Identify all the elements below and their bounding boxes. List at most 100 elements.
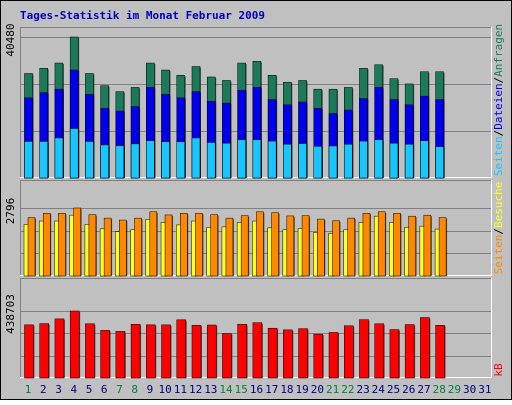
- bar-seiten: [100, 144, 109, 179]
- bar-seiten: [146, 140, 155, 179]
- day-tick-label: 6: [101, 383, 108, 396]
- bar-seiten: [222, 142, 231, 179]
- bar-seiten: [283, 143, 292, 179]
- day-tick-label: 31: [478, 383, 491, 396]
- chart-title: Tages-Statistik im Monat Februar 2009: [20, 9, 265, 22]
- day-tick-label: 5: [86, 383, 93, 396]
- day-tick-label: 19: [296, 383, 309, 396]
- day-tick-label: 22: [341, 383, 354, 396]
- max-value-label: 438703: [4, 294, 17, 334]
- bar-besuche: [347, 217, 355, 277]
- bar-seiten: [328, 145, 338, 179]
- day-tick-label: 24: [372, 383, 386, 396]
- bar-kb: [146, 324, 156, 379]
- bar-kb: [389, 329, 400, 379]
- day-tick-label: 30: [463, 383, 476, 396]
- legend-besuche: Besuche: [492, 182, 505, 228]
- bar-kb: [328, 332, 339, 379]
- day-tick-label: 8: [131, 383, 138, 396]
- bar-kb: [191, 325, 202, 379]
- bar-besuche: [119, 219, 127, 277]
- bar-kb: [69, 310, 80, 379]
- day-tick-label: 26: [402, 383, 415, 396]
- bar-besuche: [134, 217, 142, 277]
- bar-besuche: [58, 213, 66, 277]
- bar-seiten: [115, 145, 125, 179]
- bar-besuche: [73, 207, 81, 277]
- bar-kb: [237, 323, 247, 379]
- bar-kb: [130, 323, 141, 379]
- bar-kb: [54, 318, 65, 379]
- bar-besuche: [317, 218, 325, 277]
- bar-seiten: [130, 143, 140, 179]
- day-tick-label: 25: [387, 383, 400, 396]
- bar-kb: [176, 319, 187, 379]
- bar-besuche: [286, 215, 295, 277]
- day-tick-label: 27: [417, 383, 430, 396]
- bar-besuche: [271, 212, 279, 277]
- day-tick-label: 18: [280, 383, 293, 396]
- day-tick-label: 4: [70, 383, 77, 396]
- bar-kb: [359, 319, 369, 379]
- bar-kb: [252, 322, 263, 379]
- bar-besuche: [393, 213, 401, 277]
- day-tick-label: 16: [250, 383, 263, 396]
- bar-seiten: [298, 143, 307, 179]
- bar-besuche: [408, 215, 416, 277]
- bar-kb: [313, 333, 324, 379]
- legend-kb: kB: [492, 363, 505, 377]
- bar-kb: [39, 323, 49, 379]
- bar-seiten: [69, 128, 79, 179]
- bar-seiten: [389, 142, 399, 179]
- bar-seiten: [24, 141, 33, 179]
- day-tick-label: 11: [174, 383, 187, 396]
- bar-besuche: [149, 211, 158, 277]
- bar-kb: [115, 331, 126, 379]
- bar-seiten: [252, 139, 262, 179]
- bar-besuche: [256, 211, 264, 277]
- day-tick-label: 3: [55, 383, 62, 396]
- day-tick-label: 9: [147, 383, 154, 396]
- bar-besuche: [27, 217, 36, 277]
- day-tick-label: 23: [356, 383, 369, 396]
- bar-besuche: [88, 214, 97, 277]
- day-tick-label: 17: [265, 383, 278, 396]
- day-tick-label: 29: [448, 383, 461, 396]
- bar-besuche: [240, 215, 249, 277]
- bar-kb: [100, 330, 110, 379]
- bar-besuche: [438, 217, 447, 277]
- bar-kb: [435, 325, 445, 379]
- bar-seiten: [85, 141, 94, 179]
- bar-kb: [298, 328, 308, 379]
- day-tick-label: 10: [159, 383, 172, 396]
- bar-besuche: [164, 214, 173, 277]
- bar-besuche: [195, 213, 203, 277]
- day-tick-label: 21: [326, 383, 339, 396]
- bar-seiten: [420, 140, 429, 179]
- legend-separator: /: [492, 77, 505, 84]
- bar-kb: [343, 325, 354, 379]
- bar-seiten: [54, 137, 64, 179]
- day-tick-label: 7: [116, 383, 123, 396]
- bar-kb: [404, 324, 415, 379]
- bar-besuche: [362, 213, 371, 277]
- bar-kb: [85, 323, 95, 379]
- day-tick-label: 28: [433, 383, 446, 396]
- bar-besuche: [423, 214, 432, 277]
- bar-kb: [283, 329, 293, 379]
- legend-visits: Seiten/Besuche: [492, 182, 505, 275]
- legend-seiten: Seiten: [492, 136, 505, 176]
- bar-seiten: [359, 140, 368, 179]
- bar-besuche: [225, 217, 234, 277]
- bar-seiten: [237, 139, 246, 179]
- day-tick-label: 12: [189, 383, 202, 396]
- bar-seiten: [176, 141, 186, 179]
- legend-seiten: Seiten: [492, 235, 505, 275]
- bar-kb: [206, 324, 217, 379]
- bar-besuche: [180, 213, 188, 277]
- bar-seiten: [267, 140, 277, 179]
- bar-kb: [267, 327, 278, 379]
